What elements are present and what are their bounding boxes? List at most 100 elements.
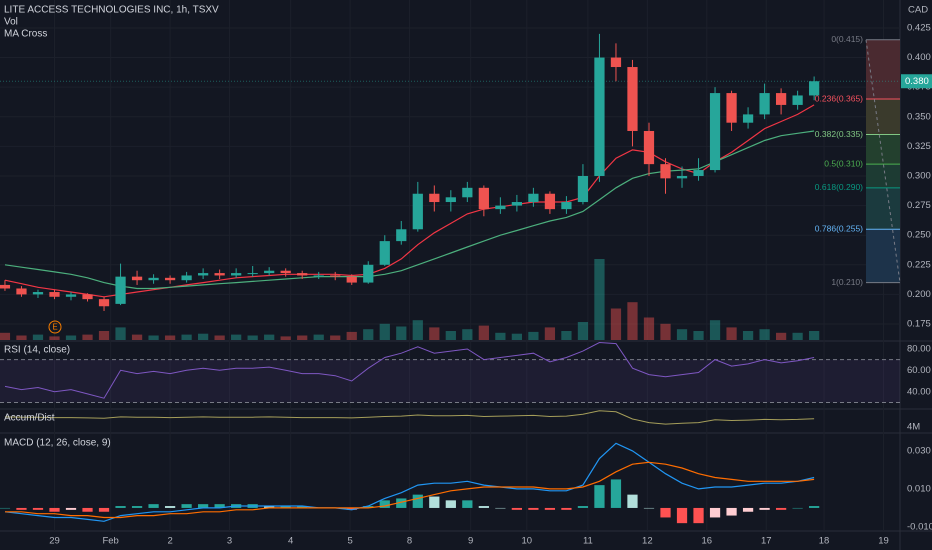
earnings-marker[interactable] bbox=[48, 320, 62, 334]
macd-histogram-bar bbox=[478, 506, 489, 508]
fib-zone bbox=[866, 164, 900, 188]
candle-body bbox=[676, 175, 688, 179]
rsi-tick-label: 60.00 bbox=[907, 365, 931, 376]
candle-body bbox=[231, 273, 242, 276]
y-tick-label: 0.175 bbox=[907, 319, 931, 330]
macd-histogram-bar bbox=[198, 504, 209, 508]
candle-body bbox=[726, 93, 737, 123]
macd-histogram-bar bbox=[379, 500, 390, 508]
macd-histogram-bar bbox=[98, 507, 110, 512]
candle-body bbox=[264, 270, 275, 274]
volume-label: Vol bbox=[4, 17, 18, 28]
volume-bar bbox=[544, 327, 556, 340]
earnings-marker-text: E bbox=[52, 323, 57, 332]
volume-bar bbox=[313, 334, 324, 340]
candle-body bbox=[660, 164, 671, 179]
macd-histogram-bar bbox=[115, 506, 126, 508]
volume-bar bbox=[511, 333, 522, 340]
signal-line bbox=[5, 461, 815, 519]
macd-histogram-bar bbox=[693, 507, 704, 524]
volume-bar bbox=[164, 335, 176, 340]
moving-average bbox=[4, 130, 815, 290]
volume-bar bbox=[214, 335, 225, 340]
candle-body bbox=[693, 170, 704, 176]
candle-body bbox=[445, 197, 456, 203]
fib-zone bbox=[866, 39, 900, 100]
candle-body bbox=[49, 292, 60, 297]
fib-label: 0(0.415) bbox=[831, 34, 863, 44]
candle-body bbox=[610, 57, 622, 68]
macd-histogram-bar bbox=[82, 507, 93, 512]
macd-histogram-bar bbox=[131, 506, 143, 508]
last-price-tag bbox=[901, 74, 932, 89]
y-tick-label: 0.400 bbox=[907, 52, 931, 63]
y-tick-label: 0.350 bbox=[907, 111, 931, 122]
last-price-label: 0.380 bbox=[905, 76, 929, 87]
x-tick-label: 2 bbox=[167, 536, 172, 547]
volume-bar bbox=[429, 327, 440, 340]
x-tick-label: 4 bbox=[288, 536, 293, 547]
candle-body bbox=[742, 114, 754, 123]
volume-bar bbox=[0, 332, 11, 340]
macd-histogram-bar bbox=[181, 504, 192, 508]
candle-body bbox=[775, 93, 787, 105]
rsi-tick-label: 80.00 bbox=[907, 343, 931, 354]
macd-histogram-bar bbox=[264, 506, 275, 508]
macd-histogram-bar bbox=[0, 507, 11, 509]
macd-histogram-bar bbox=[495, 507, 506, 509]
x-tick-label: Feb bbox=[102, 536, 118, 547]
candle-body bbox=[148, 277, 159, 281]
macd-histogram-bar bbox=[528, 507, 539, 510]
candle-body bbox=[115, 276, 126, 304]
volume-bar bbox=[363, 329, 374, 340]
volume-bar bbox=[528, 331, 539, 340]
macd-histogram-bar bbox=[809, 506, 820, 508]
x-tick-label: 3 bbox=[227, 536, 232, 547]
candle-body bbox=[544, 193, 556, 210]
candle-body bbox=[495, 205, 506, 210]
candle-body bbox=[462, 187, 473, 198]
candle-body bbox=[429, 193, 440, 203]
candle-body bbox=[792, 95, 803, 105]
volume-bar bbox=[478, 325, 489, 340]
y-tick-label: 0.250 bbox=[907, 230, 931, 241]
volume-bar bbox=[247, 335, 258, 340]
volume-bar bbox=[577, 322, 589, 340]
macd-histogram-bar bbox=[164, 506, 176, 508]
volume-bar bbox=[709, 320, 721, 340]
fib-label: 0.382(0.335) bbox=[815, 129, 863, 139]
volume-bar bbox=[445, 331, 456, 340]
volume-bar bbox=[792, 332, 803, 340]
x-tick-label: 19 bbox=[878, 536, 889, 547]
candle-body bbox=[528, 193, 539, 203]
chart-title: LITE ACCESS TECHNOLOGIES INC, 1h, TSXV bbox=[4, 5, 219, 16]
volume-bar bbox=[495, 332, 506, 340]
y-tick-label: 0.200 bbox=[907, 289, 931, 300]
x-tick-label: 5 bbox=[347, 536, 352, 547]
candle-body bbox=[0, 284, 11, 289]
candle-body bbox=[98, 299, 110, 307]
candle-body bbox=[759, 93, 770, 115]
ad-tick-label: 4M bbox=[907, 421, 920, 432]
macd-histogram-bar bbox=[412, 494, 423, 508]
macd-histogram-bar bbox=[511, 507, 522, 510]
fib-label: 1(0.210) bbox=[831, 277, 863, 287]
macd-histogram-bar bbox=[627, 494, 638, 508]
volume-bar bbox=[809, 331, 820, 340]
macd-histogram-bar bbox=[16, 507, 27, 510]
fib-zone bbox=[866, 187, 900, 230]
candle-body bbox=[709, 93, 721, 171]
macd-histogram-bar bbox=[709, 507, 721, 518]
volume-bar bbox=[610, 308, 622, 340]
volume-bar bbox=[346, 331, 357, 340]
rsi-band bbox=[0, 359, 900, 403]
ma-label: MA Cross bbox=[4, 29, 47, 40]
candle-body bbox=[297, 273, 308, 276]
macd-histogram-bar bbox=[610, 479, 622, 508]
macd-histogram-bar bbox=[429, 496, 440, 508]
volume-bar bbox=[32, 334, 44, 340]
candle-body bbox=[164, 277, 176, 281]
candle-body bbox=[594, 57, 605, 176]
volume-bar bbox=[379, 323, 390, 340]
